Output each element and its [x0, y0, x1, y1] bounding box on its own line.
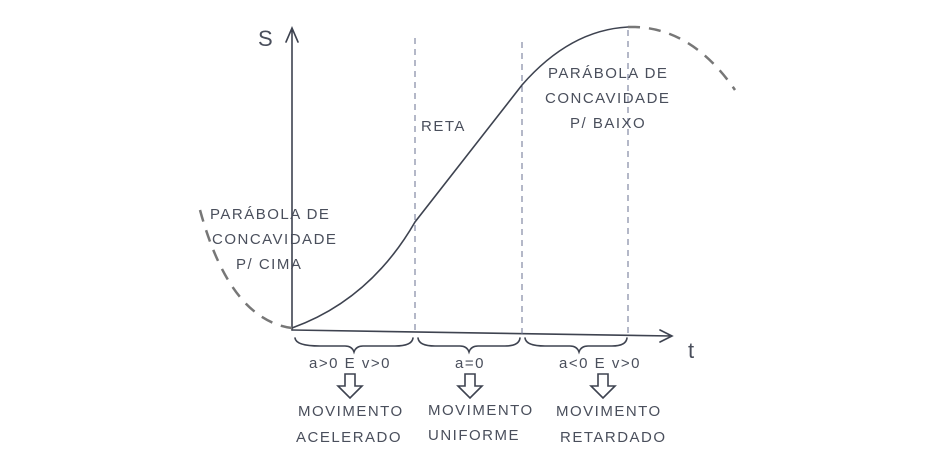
- region-label: CONCAVIDADE: [212, 231, 337, 248]
- region-label: PARÁBOLA DE: [548, 65, 668, 82]
- movement: RETARDADO: [560, 429, 667, 446]
- movement: MOVIMENTO: [428, 402, 534, 419]
- region-label: P/ BAIXO: [570, 115, 646, 132]
- parabola-extension: [198, 209, 293, 330]
- brace: [294, 337, 414, 355]
- y-axis: [285, 25, 299, 331]
- movement: ACELERADO: [296, 429, 402, 446]
- parabola-extension: [627, 25, 737, 91]
- curve: [291, 26, 629, 329]
- brace: [417, 337, 521, 355]
- arrows: [336, 373, 617, 400]
- movement: MOVIMENTO: [556, 403, 662, 420]
- x-axis-label: t: [688, 338, 696, 363]
- region-label: P/ CIMA: [236, 256, 302, 273]
- region-label: CONCAVIDADE: [545, 90, 670, 107]
- region-label: RETA: [421, 118, 466, 135]
- condition: a=0: [455, 355, 485, 372]
- condition: a>0 E v>0: [309, 355, 391, 372]
- condition: a<0 E v>0: [559, 355, 641, 372]
- region-label: PARÁBOLA DE: [210, 206, 330, 223]
- movement: UNIFORME: [428, 427, 520, 444]
- x-axis: [291, 329, 674, 343]
- movement: MOVIMENTO: [298, 403, 404, 420]
- y-axis-label: S: [258, 26, 274, 51]
- brace: [524, 337, 628, 355]
